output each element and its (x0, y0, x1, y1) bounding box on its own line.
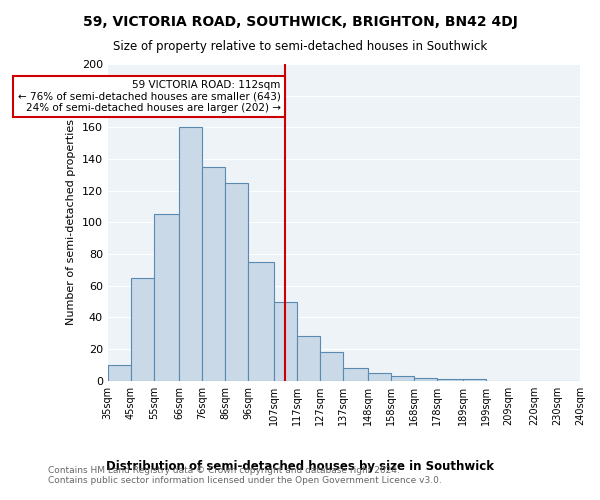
Text: Distribution of semi-detached houses by size in Southwick: Distribution of semi-detached houses by … (106, 460, 494, 473)
Bar (154, 214, 179, 381)
Bar (391, 376, 414, 381)
Text: 59, VICTORIA ROAD, SOUTHWICK, BRIGHTON, BN42 4DJ: 59, VICTORIA ROAD, SOUTHWICK, BRIGHTON, … (83, 15, 517, 29)
Bar (296, 336, 320, 381)
Bar (179, 128, 202, 381)
Bar (248, 262, 274, 381)
Bar (274, 302, 296, 381)
Bar (368, 373, 391, 381)
Bar (202, 167, 225, 381)
Bar (131, 278, 154, 381)
Y-axis label: Number of semi-detached properties: Number of semi-detached properties (66, 120, 76, 326)
Bar (320, 352, 343, 381)
Text: 59 VICTORIA ROAD: 112sqm
← 76% of semi-detached houses are smaller (643)
24% of : 59 VICTORIA ROAD: 112sqm ← 76% of semi-d… (17, 80, 281, 113)
Bar (414, 378, 437, 381)
Bar (108, 365, 131, 381)
Bar (437, 379, 463, 381)
Bar (225, 183, 248, 381)
Bar (343, 368, 368, 381)
Text: Size of property relative to semi-detached houses in Southwick: Size of property relative to semi-detach… (113, 40, 487, 53)
Text: Contains HM Land Registry data © Crown copyright and database right 2024.
Contai: Contains HM Land Registry data © Crown c… (48, 466, 442, 485)
Bar (463, 379, 485, 381)
